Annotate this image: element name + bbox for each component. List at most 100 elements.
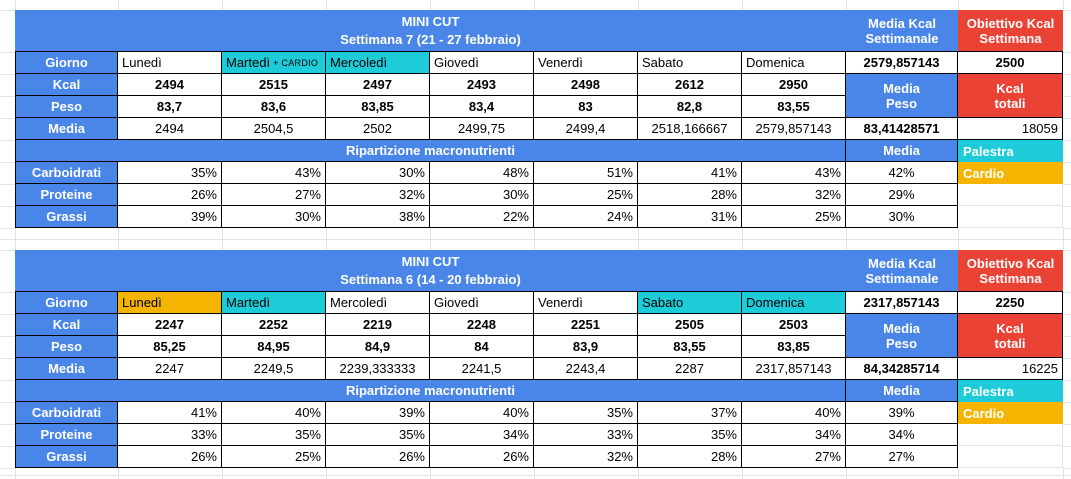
media-cell[interactable]: 2287 xyxy=(638,358,742,380)
grassi-cell[interactable]: 30% xyxy=(222,206,326,228)
row-label-giorno[interactable]: Giorno xyxy=(15,52,118,74)
day-cell[interactable]: Lunedì xyxy=(118,292,222,314)
row-label-media[interactable]: Media xyxy=(15,358,118,380)
kcal-cell[interactable]: 2248 xyxy=(430,314,534,336)
media-cell[interactable]: 2247 xyxy=(118,358,222,380)
proteine-cell[interactable]: 34% xyxy=(430,424,534,446)
grassi-media-value[interactable]: 27% xyxy=(846,446,958,468)
kcal-cell[interactable]: 2494 xyxy=(118,74,222,96)
carboidrati-cell[interactable]: 51% xyxy=(534,162,638,184)
day-cell[interactable]: Martedì xyxy=(222,292,326,314)
ripartizione-header[interactable]: Ripartizione macronutrienti xyxy=(15,380,846,402)
peso-cell[interactable]: 83,6 xyxy=(222,96,326,118)
row-label-kcal[interactable]: Kcal xyxy=(15,74,118,96)
media-peso-header[interactable]: Media Peso xyxy=(846,314,958,358)
proteine-cell[interactable]: 32% xyxy=(326,184,430,206)
row-label-media[interactable]: Media xyxy=(15,118,118,140)
kcal-cell[interactable]: 2252 xyxy=(222,314,326,336)
proteine-cell[interactable]: 35% xyxy=(222,424,326,446)
kcal-totali-header[interactable]: Kcal totali xyxy=(958,314,1063,358)
day-cell[interactable]: Giovedì xyxy=(430,52,534,74)
kcal-cell[interactable]: 2497 xyxy=(326,74,430,96)
proteine-cell[interactable]: 25% xyxy=(534,184,638,206)
media-cell[interactable]: 2239,333333 xyxy=(326,358,430,380)
kcal-cell[interactable]: 2505 xyxy=(638,314,742,336)
carboidrati-cell[interactable]: 39% xyxy=(326,402,430,424)
media-peso-header[interactable]: Media Peso xyxy=(846,74,958,118)
peso-cell[interactable]: 82,8 xyxy=(638,96,742,118)
empty-cell[interactable] xyxy=(958,206,1063,228)
day-cell[interactable]: Lunedì xyxy=(118,52,222,74)
proteine-cell[interactable]: 30% xyxy=(430,184,534,206)
media-kcal-settimanale-value[interactable]: 2579,857143 xyxy=(846,52,958,74)
media-kcal-settimanale-header[interactable]: Media Kcal Settimanale xyxy=(846,10,958,52)
proteine-cell[interactable]: 33% xyxy=(118,424,222,446)
carboidrati-cell[interactable]: 37% xyxy=(638,402,742,424)
carboidrati-cell[interactable]: 43% xyxy=(222,162,326,184)
row-label-kcal[interactable]: Kcal xyxy=(15,314,118,336)
proteine-cell[interactable]: 26% xyxy=(118,184,222,206)
proteine-cell[interactable]: 28% xyxy=(638,184,742,206)
row-label-grassi[interactable]: Grassi xyxy=(15,446,118,468)
kcal-totali-value[interactable]: 18059 xyxy=(958,118,1063,140)
row-label-carboidrati[interactable]: Carboidrati xyxy=(15,162,118,184)
day-cell[interactable]: Sabato xyxy=(638,292,742,314)
grassi-cell[interactable]: 39% xyxy=(118,206,222,228)
proteine-media-value[interactable]: 34% xyxy=(846,424,958,446)
media-kcal-settimanale-value[interactable]: 2317,857143 xyxy=(846,292,958,314)
peso-cell[interactable]: 83 xyxy=(534,96,638,118)
peso-cell[interactable]: 83,55 xyxy=(638,336,742,358)
empty-cell[interactable] xyxy=(958,446,1063,468)
peso-cell[interactable]: 85,25 xyxy=(118,336,222,358)
proteine-cell[interactable]: 33% xyxy=(534,424,638,446)
carboidrati-cell[interactable]: 43% xyxy=(742,162,846,184)
peso-cell[interactable]: 83,55 xyxy=(742,96,846,118)
media-cell[interactable]: 2249,5 xyxy=(222,358,326,380)
peso-cell[interactable]: 83,7 xyxy=(118,96,222,118)
legend-cardio[interactable]: Cardio xyxy=(958,402,1063,424)
day-cell[interactable]: Venerdì xyxy=(534,52,638,74)
media-peso-value[interactable]: 84,34285714 xyxy=(846,358,958,380)
day-cell[interactable]: Domenica xyxy=(742,292,846,314)
grassi-cell[interactable]: 26% xyxy=(118,446,222,468)
row-label-peso[interactable]: Peso xyxy=(15,336,118,358)
media-cell[interactable]: 2317,857143 xyxy=(742,358,846,380)
grassi-cell[interactable]: 26% xyxy=(430,446,534,468)
media-cell[interactable]: 2579,857143 xyxy=(742,118,846,140)
carboidrati-cell[interactable]: 41% xyxy=(638,162,742,184)
grassi-cell[interactable]: 26% xyxy=(326,446,430,468)
kcal-cell[interactable]: 2503 xyxy=(742,314,846,336)
proteine-cell[interactable]: 32% xyxy=(742,184,846,206)
grassi-media-value[interactable]: 30% xyxy=(846,206,958,228)
media-cell[interactable]: 2499,75 xyxy=(430,118,534,140)
row-label-proteine[interactable]: Proteine xyxy=(15,424,118,446)
day-cell[interactable]: Mercoledì xyxy=(326,52,430,74)
row-label-giorno[interactable]: Giorno xyxy=(15,292,118,314)
media-cell[interactable]: 2241,5 xyxy=(430,358,534,380)
ripartizione-header[interactable]: Ripartizione macronutrienti xyxy=(15,140,846,162)
day-cell[interactable]: Mercoledì xyxy=(326,292,430,314)
peso-cell[interactable]: 84,9 xyxy=(326,336,430,358)
obiettivo-kcal-value[interactable]: 2500 xyxy=(958,52,1063,74)
peso-cell[interactable]: 83,85 xyxy=(742,336,846,358)
grassi-cell[interactable]: 28% xyxy=(638,446,742,468)
kcal-cell[interactable]: 2219 xyxy=(326,314,430,336)
media-cell[interactable]: 2504,5 xyxy=(222,118,326,140)
week7-title-cell[interactable]: MINI CUT Settimana 7 (21 - 27 febbraio) xyxy=(15,10,846,52)
kcal-cell[interactable]: 2493 xyxy=(430,74,534,96)
kcal-cell[interactable]: 2950 xyxy=(742,74,846,96)
grassi-cell[interactable]: 24% xyxy=(534,206,638,228)
day-cell[interactable]: Venerdì xyxy=(534,292,638,314)
peso-cell[interactable]: 83,85 xyxy=(326,96,430,118)
legend-palestra[interactable]: Palestra xyxy=(958,380,1063,402)
macro-media-header[interactable]: Media xyxy=(846,380,958,402)
media-cell[interactable]: 2502 xyxy=(326,118,430,140)
peso-cell[interactable]: 83,9 xyxy=(534,336,638,358)
carboidrati-media-value[interactable]: 42% xyxy=(846,162,958,184)
row-label-carboidrati[interactable]: Carboidrati xyxy=(15,402,118,424)
proteine-cell[interactable]: 34% xyxy=(742,424,846,446)
kcal-cell[interactable]: 2251 xyxy=(534,314,638,336)
kcal-cell[interactable]: 2498 xyxy=(534,74,638,96)
kcal-totali-value[interactable]: 16225 xyxy=(958,358,1063,380)
media-peso-value[interactable]: 83,41428571 xyxy=(846,118,958,140)
